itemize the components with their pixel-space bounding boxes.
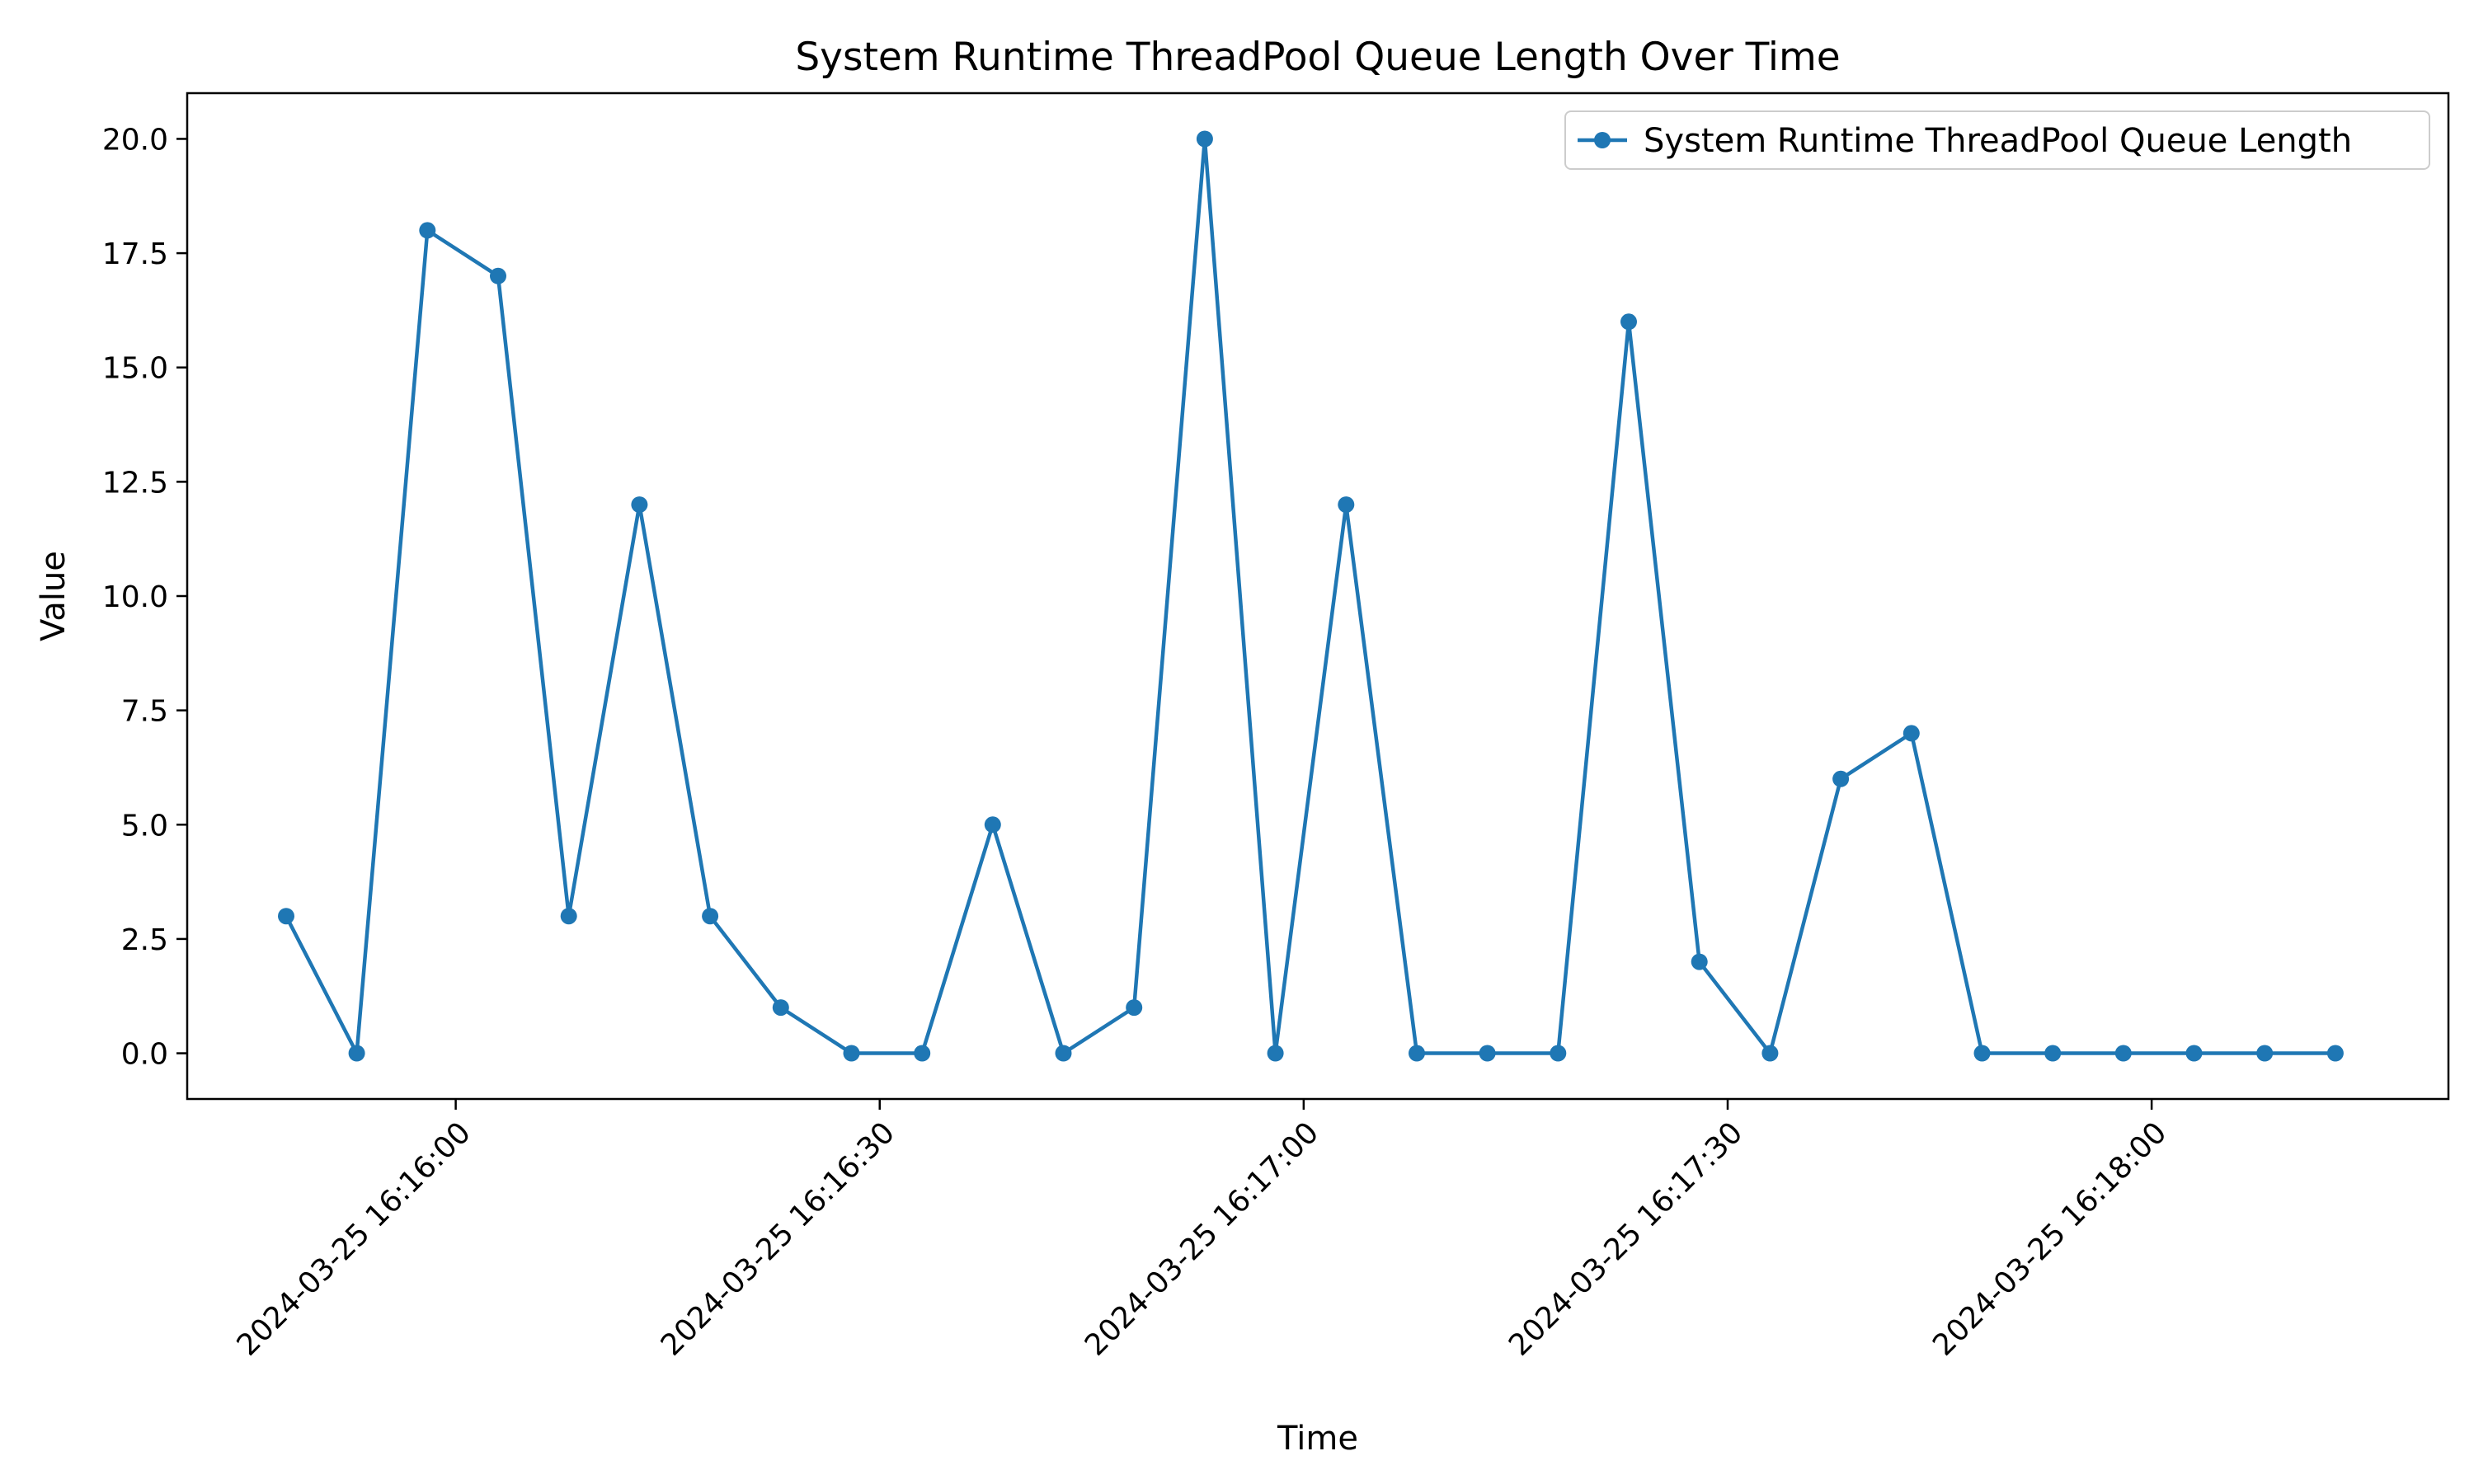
- data-point: [843, 1045, 860, 1062]
- data-point: [1338, 496, 1355, 514]
- y-tick-label: 20.0: [102, 123, 168, 157]
- data-point: [2044, 1045, 2062, 1062]
- data-point: [1761, 1045, 1779, 1062]
- y-tick-label: 15.0: [102, 352, 168, 386]
- chart-title: System Runtime ThreadPool Queue Length O…: [795, 35, 1840, 80]
- data-point: [348, 1045, 365, 1062]
- data-point: [1832, 770, 1850, 787]
- data-point: [772, 999, 789, 1017]
- data-point: [1903, 725, 1920, 742]
- x-axis-label: Time: [1277, 1420, 1358, 1458]
- data-point: [490, 267, 506, 284]
- y-tick-label: 2.5: [121, 923, 168, 957]
- data-point: [1479, 1045, 1496, 1062]
- data-point: [1691, 953, 1708, 970]
- data-point: [419, 222, 436, 239]
- data-point: [1055, 1045, 1072, 1062]
- data-point: [1409, 1045, 1425, 1062]
- data-point: [2256, 1045, 2274, 1062]
- y-axis: 0.0 2.5 5.0 7.5 10.0 12.5 15.0 17.5 20.0: [102, 123, 187, 1072]
- data-point: [631, 496, 648, 514]
- y-tick-label: 5.0: [121, 809, 168, 843]
- y-tick-label: 17.5: [102, 237, 168, 271]
- y-tick-label: 0.0: [121, 1038, 168, 1072]
- legend-marker: [1594, 132, 1611, 148]
- data-point: [1126, 999, 1143, 1017]
- y-tick-label: 12.5: [102, 466, 168, 500]
- y-axis-label: Value: [35, 551, 73, 641]
- data-point: [2114, 1045, 2132, 1062]
- data-point: [278, 908, 294, 925]
- data-point: [1973, 1045, 1991, 1062]
- legend-label: System Runtime ThreadPool Queue Length: [1644, 122, 2352, 160]
- data-point: [1550, 1045, 1567, 1062]
- data-point: [1267, 1045, 1284, 1062]
- y-tick-label: 10.0: [102, 580, 168, 614]
- data-point: [1196, 130, 1213, 148]
- data-point: [984, 816, 1001, 834]
- series-group: [278, 130, 2344, 1062]
- legend: System Runtime ThreadPool Queue Length: [1564, 110, 2430, 170]
- data-point: [702, 908, 719, 925]
- data-point: [914, 1045, 931, 1062]
- y-tick-label: 7.5: [121, 695, 168, 729]
- plot-area-frame: [186, 92, 2450, 1101]
- legend-box: [1564, 110, 2430, 170]
- data-point: [1620, 313, 1637, 331]
- data-point: [2326, 1045, 2344, 1062]
- data-point: [2185, 1045, 2203, 1062]
- series-line: [283, 137, 2338, 1055]
- data-point: [560, 908, 577, 925]
